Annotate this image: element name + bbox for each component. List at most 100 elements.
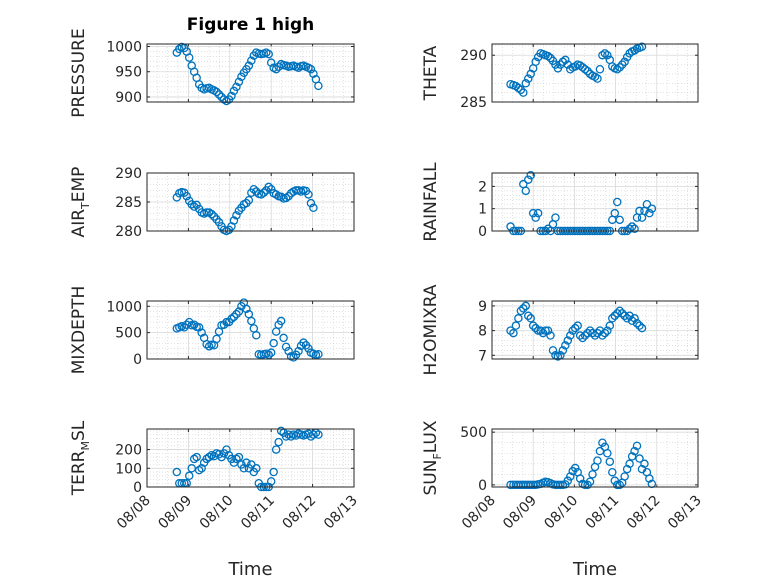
- data-point: [232, 309, 241, 319]
- data-point: [570, 323, 580, 333]
- data-point: [299, 338, 308, 347]
- data-point: [304, 344, 313, 353]
- data-point: [533, 208, 543, 218]
- data-point: [608, 467, 617, 477]
- data-point: [546, 331, 555, 340]
- y-tick-label: 950: [115, 65, 142, 81]
- data-point: [309, 430, 318, 439]
- data-point: [187, 464, 196, 473]
- data-point: [189, 320, 199, 329]
- data-point: [314, 430, 323, 439]
- data-point: [229, 216, 239, 225]
- axes-box: [491, 172, 699, 232]
- data-point: [531, 57, 540, 67]
- axes-box: [491, 300, 699, 360]
- data-point: [563, 336, 573, 345]
- data-point: [202, 208, 211, 217]
- data-point: [279, 333, 288, 343]
- data-point: [286, 432, 296, 441]
- data-point: [172, 467, 182, 477]
- data-point: [561, 55, 570, 65]
- data-point: [642, 199, 652, 209]
- data-point: [180, 323, 189, 332]
- data-point: [197, 328, 206, 337]
- data-point: [214, 450, 224, 459]
- data-point: [620, 57, 629, 67]
- y-tick-label: 285: [460, 95, 487, 111]
- data-point: [511, 321, 521, 330]
- data-point: [605, 457, 615, 466]
- y-axis-label: SUNFLUX: [421, 420, 444, 495]
- data-point: [217, 92, 226, 102]
- x-tick-label: 08/13: [321, 493, 361, 533]
- data-point: [590, 72, 600, 81]
- y-tick-label: 0: [133, 480, 142, 496]
- data-point: [570, 463, 580, 473]
- data-point: [575, 331, 585, 340]
- data-point: [645, 208, 654, 218]
- y-tick-label: 900: [115, 90, 142, 106]
- y-tick-label: 1: [478, 202, 487, 218]
- data-point: [612, 197, 622, 207]
- data-point: [519, 88, 528, 97]
- data-point: [568, 326, 578, 335]
- data-point: [585, 477, 595, 486]
- data-point: [615, 480, 624, 490]
- data-point: [189, 202, 199, 211]
- data-point: [204, 452, 214, 462]
- data-point: [588, 328, 597, 338]
- data-point: [212, 87, 221, 97]
- subplot-3: 280 285 290 AIRTEMP: [69, 166, 355, 240]
- data-point: [627, 222, 637, 231]
- data-point: [524, 175, 533, 184]
- data-point: [247, 316, 256, 326]
- data-point: [640, 459, 649, 469]
- x-axis-label: Time: [227, 559, 272, 580]
- axes-box: [491, 428, 699, 488]
- data-point: [281, 193, 291, 203]
- y-tick-label: 280: [115, 224, 142, 240]
- data-point: [620, 472, 629, 481]
- data-point: [538, 328, 548, 338]
- x-tick-label: 08/10: [541, 493, 581, 533]
- data-point: [603, 50, 612, 60]
- y-axis-label: THETA: [421, 45, 441, 101]
- data-point: [309, 203, 318, 213]
- y-tick-label: 200: [115, 443, 142, 459]
- data-point: [207, 209, 216, 219]
- subplot-8: 08/08 08/09 08/10 08/11 08/12 08/13 0 500 SUNFLU…: [421, 420, 705, 580]
- data-point: [620, 311, 629, 321]
- data-point: [551, 213, 560, 222]
- x-tick-label: 08/13: [665, 493, 705, 533]
- data-point: [603, 326, 612, 335]
- data-point: [175, 44, 184, 54]
- data-point: [575, 474, 585, 483]
- axes-box: [491, 43, 699, 103]
- data-point: [627, 452, 637, 461]
- x-tick-label: 08/08: [114, 493, 154, 533]
- y-tick-label: 500: [460, 425, 487, 441]
- data-point: [541, 326, 550, 335]
- data-point: [259, 188, 268, 197]
- y-axis-label: MIXDEPTH: [69, 286, 89, 375]
- data-point: [612, 480, 622, 490]
- data-point: [234, 452, 244, 462]
- data-point: [603, 449, 612, 458]
- data-point: [516, 85, 526, 95]
- y-axis-label: AIRTEMP: [69, 167, 92, 238]
- data-point: [266, 58, 276, 67]
- y-tick-label: 7: [478, 348, 487, 364]
- data-point: [546, 53, 555, 63]
- chart-title: Figure 1 high: [187, 15, 315, 35]
- data-point: [227, 91, 236, 101]
- x-tick-label: 08/11: [238, 493, 278, 533]
- data-point: [304, 190, 313, 199]
- data-point: [625, 311, 634, 321]
- data-point: [257, 190, 266, 199]
- data-point: [514, 314, 523, 323]
- data-point: [271, 327, 281, 336]
- data-point: [637, 323, 647, 333]
- data-point: [232, 211, 241, 220]
- data-point: [610, 208, 620, 218]
- data-point: [580, 65, 590, 74]
